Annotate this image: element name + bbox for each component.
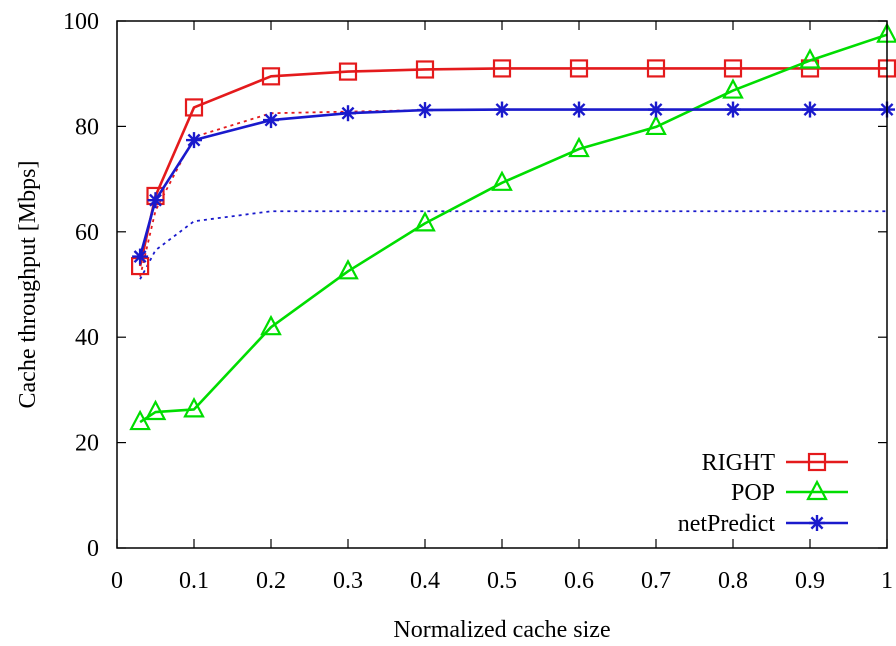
x-tick-label: 0.9 (795, 568, 825, 594)
legend-label: POP (731, 480, 775, 506)
y-tick-label: 60 (75, 220, 99, 246)
data-point (340, 105, 356, 122)
data-point (809, 515, 825, 531)
data-point (648, 101, 664, 118)
x-tick-label: 0.7 (641, 568, 671, 594)
series-line (138, 108, 887, 257)
data-point (184, 98, 204, 117)
series-layer (129, 22, 896, 431)
data-point (568, 136, 590, 158)
y-axis-label: Cache throughput [Mbps] (15, 161, 41, 409)
data-point (338, 62, 358, 81)
data-point (492, 59, 512, 78)
y-tick-label: 40 (75, 325, 99, 351)
x-tick-label: 0.2 (256, 568, 286, 594)
legend-item-netpredict: netPredict (678, 511, 848, 537)
data-point (799, 48, 821, 69)
data-point (337, 258, 359, 280)
x-tick-label: 0.1 (179, 568, 209, 594)
data-point (723, 59, 743, 78)
data-point (802, 101, 818, 118)
data-point (186, 132, 202, 149)
data-point (571, 101, 587, 118)
x-tick-label: 0.6 (564, 568, 594, 594)
data-point (807, 452, 827, 472)
x-tick-label: 0.4 (410, 568, 440, 594)
series-right (131, 59, 896, 276)
data-point (646, 59, 666, 78)
series-pop (129, 22, 896, 431)
x-tick-label: 0 (111, 568, 123, 594)
x-tick-label: 1 (881, 568, 893, 594)
data-point (260, 314, 282, 336)
legend-label: netPredict (678, 511, 776, 537)
data-point (132, 248, 149, 265)
x-tick-label: 0.5 (487, 568, 517, 594)
data-point (494, 101, 510, 118)
reference-line (139, 108, 887, 277)
data-point (183, 397, 205, 418)
data-point (806, 479, 828, 501)
data-point (147, 192, 164, 209)
data-point (645, 114, 667, 136)
legend-label: RIGHT (702, 450, 776, 476)
data-point (491, 170, 513, 191)
reference-line (139, 210, 887, 280)
data-point (415, 60, 435, 79)
data-point (722, 78, 744, 99)
x-axis-label: Normalized cache size (393, 617, 610, 643)
data-point (263, 112, 279, 129)
reference-lines (139, 108, 887, 280)
data-point (261, 67, 281, 86)
series-line (139, 33, 888, 424)
y-tick-label: 100 (63, 9, 99, 35)
legend: RIGHT POP netPredict (678, 450, 848, 537)
legend-item-right: RIGHT (702, 450, 848, 476)
y-tick-label: 20 (75, 431, 99, 457)
data-point (417, 102, 433, 119)
x-tick-label: 0.8 (718, 568, 748, 594)
y-tick-label: 80 (75, 114, 99, 140)
data-point (414, 211, 436, 232)
legend-item-pop: POP (731, 479, 848, 506)
data-point (725, 101, 741, 118)
x-tick-label: 0.3 (333, 568, 363, 594)
series-netpredict (132, 101, 895, 265)
y-tick-label: 0 (87, 536, 99, 562)
axis-ticks: 0 0.1 0.2 0.3 0.4 0.5 0.6 0.7 0.8 0.9 1 0 20 40 60 80 10… (63, 9, 893, 594)
data-point (129, 409, 151, 431)
data-point (569, 59, 589, 78)
series-line (138, 67, 887, 267)
data-point (144, 399, 167, 421)
